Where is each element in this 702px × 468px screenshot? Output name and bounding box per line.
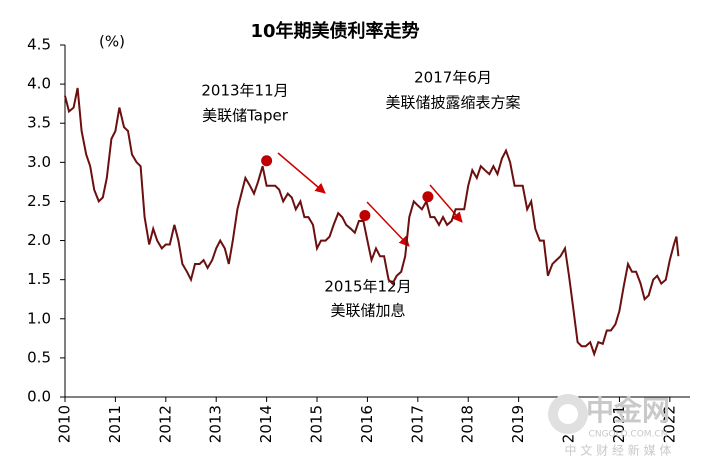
watermark: 中金网 CNGOLD.COM.CN 中 文 财 经 新 媒 体 <box>548 394 671 458</box>
y-tick-label: 1.0 <box>27 309 51 327</box>
y-tick-label: 0.0 <box>27 388 51 406</box>
y-tick-label: 3.0 <box>27 153 51 171</box>
y-tick-label: 0.5 <box>27 348 51 366</box>
watermark-logo-icon-inner <box>558 404 578 424</box>
watermark-slogan: 中 文 财 经 新 媒 体 <box>565 443 672 458</box>
y-tick-label: 1.5 <box>27 270 51 288</box>
x-tick-label: 2014 <box>257 405 275 443</box>
x-tick-label: 2022 <box>660 405 678 443</box>
arrow <box>429 184 463 223</box>
arrow <box>277 152 326 194</box>
y-unit: (%) <box>99 33 125 51</box>
arrow <box>366 201 410 247</box>
x-tick-label: 2011 <box>106 405 124 443</box>
annotation-text: 美联储披露缩表方案 <box>385 94 520 112</box>
x-tick-label: 2019 <box>509 405 527 443</box>
x-tick-label: 2016 <box>358 405 376 443</box>
annotation-text: 2017年6月 <box>414 69 492 87</box>
x-tick-label: 2010 <box>56 405 74 443</box>
annotation-text: 美联储Taper <box>202 107 289 125</box>
y-tick-label: 4.5 <box>27 36 51 54</box>
annotation-point <box>422 191 434 203</box>
x-tick-label: 2012 <box>156 405 174 443</box>
annotation-text: 2015年12月 <box>324 278 411 296</box>
annotation-text: 美联储加息 <box>330 302 405 320</box>
chart-title: 10年期美债利率走势 <box>250 20 419 42</box>
watermark-site: CNGOLD.COM.CN <box>589 430 668 440</box>
y-tick-label: 3.5 <box>27 114 51 132</box>
watermark-logo: 中金网 <box>586 394 670 427</box>
x-tick-label: 2021 <box>610 405 628 443</box>
y-tick-label: 2.5 <box>27 192 51 210</box>
y-tick-label: 4.0 <box>27 75 51 93</box>
y-tick-label: 2.0 <box>27 231 51 249</box>
annotation-point <box>359 210 371 222</box>
annotation-point <box>261 155 273 167</box>
line-series <box>64 87 680 358</box>
x-tick-label: 2013 <box>207 405 225 443</box>
annotation-text: 2013年11月 <box>201 82 288 100</box>
x-tick-label: 2017 <box>408 405 426 443</box>
x-tick-label: 2018 <box>459 405 477 443</box>
x-tick-label: 2015 <box>308 405 326 443</box>
